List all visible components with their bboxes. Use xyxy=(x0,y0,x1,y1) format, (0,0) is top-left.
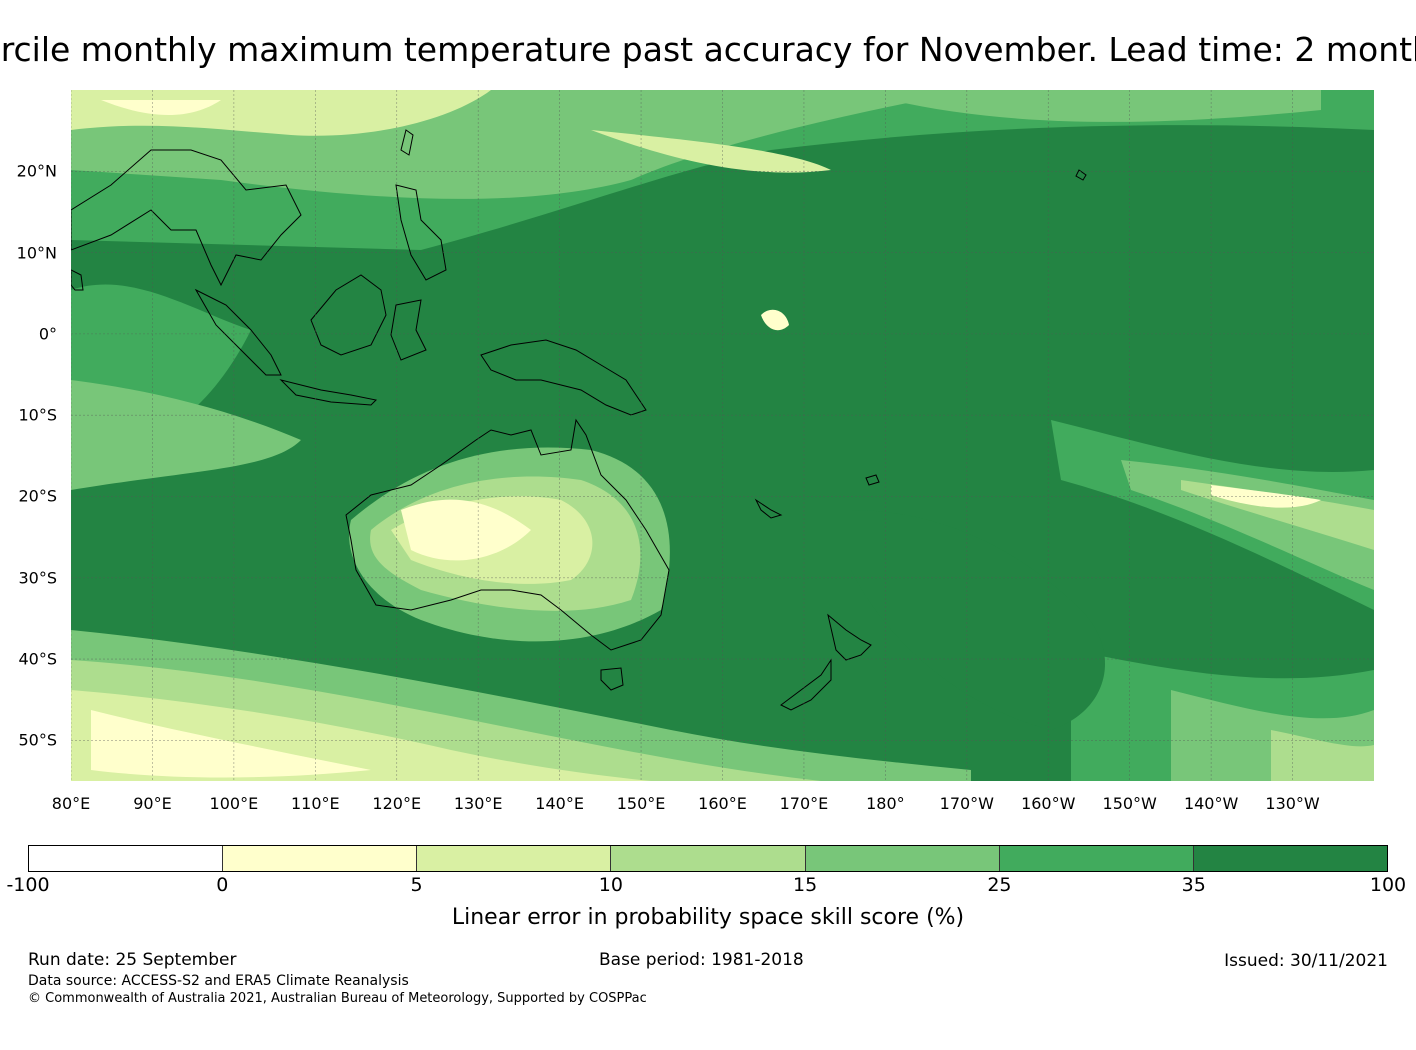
new-guinea-outline xyxy=(480,339,647,416)
colorbar-tick-label: 15 xyxy=(793,874,818,896)
skill-score-field xyxy=(71,90,1374,781)
fiji-outline xyxy=(865,474,880,486)
longitude-label: 160°E xyxy=(698,794,747,813)
coastlines xyxy=(71,129,1087,711)
latitude-label: 50°S xyxy=(18,730,57,750)
colorbar xyxy=(28,845,1388,872)
colorbar-tick-label: 25 xyxy=(987,874,1012,896)
colorbar-segment xyxy=(223,846,418,871)
chart-title: Tercile monthly maximum temperature past… xyxy=(0,30,1416,69)
longitude-label: 150°E xyxy=(616,794,666,813)
taiwan-outline xyxy=(400,129,414,156)
colorbar-tick-label: 5 xyxy=(410,874,423,896)
issued-date: Issued: 30/11/2021 xyxy=(1224,951,1388,971)
java-outline xyxy=(279,379,378,406)
longitude-label: 130°W xyxy=(1265,794,1320,813)
colorbar-segment xyxy=(417,846,612,871)
latitude-label: 30°S xyxy=(18,568,57,588)
colorbar-tick-label: 10 xyxy=(598,874,623,896)
hawaii-outline xyxy=(1075,169,1087,181)
skill-score-map xyxy=(71,90,1374,781)
colorbar-tick-label: 0 xyxy=(216,874,229,896)
new-zealand-south xyxy=(780,658,832,711)
longitude-label: 140°E xyxy=(535,794,584,813)
tasmania-outline xyxy=(600,667,624,691)
longitude-label: 80°E xyxy=(51,794,91,813)
new-zealand-north xyxy=(827,613,872,661)
sulawesi-outline xyxy=(390,299,427,361)
sumatra-outline xyxy=(194,288,282,376)
data-source: Data source: ACCESS-S2 and ERA5 Climate … xyxy=(28,973,409,989)
latitude-label: 20°N xyxy=(16,161,57,181)
colorbar-label: Linear error in probability space skill … xyxy=(451,905,965,930)
philippines-outline xyxy=(395,184,447,281)
colorbar-tick-label: -100 xyxy=(6,874,50,896)
colorbar-segment xyxy=(1193,846,1387,871)
colorbar-tick-label: 35 xyxy=(1181,874,1206,896)
latitude-label: 20°S xyxy=(18,486,57,506)
longitude-label: 180° xyxy=(866,794,905,813)
longitude-label: 150°W xyxy=(1102,794,1157,813)
colorbar-segment xyxy=(999,846,1194,871)
australia-outline xyxy=(345,418,670,651)
colorbar-segment xyxy=(611,846,806,871)
run-date: Run date: 25 September xyxy=(28,950,237,970)
base-period: Base period: 1981-2018 xyxy=(599,950,804,970)
latitude-label: 10°N xyxy=(16,243,57,263)
longitude-label: 170°E xyxy=(779,794,829,813)
latitude-label: 0° xyxy=(38,324,57,344)
colorbar-segment xyxy=(29,846,224,871)
longitude-label: 130°E xyxy=(453,794,503,813)
latitude-label: 10°S xyxy=(18,405,57,425)
indochina-outline xyxy=(71,149,302,287)
borneo-outline xyxy=(310,274,387,356)
graticule xyxy=(71,90,1374,781)
longitude-label: 120°E xyxy=(372,794,422,813)
new-caledonia-outline xyxy=(754,498,783,519)
copyright: © Commonwealth of Australia 2021, Austra… xyxy=(28,991,647,1006)
longitude-label: 160°W xyxy=(1021,794,1076,813)
colorbar-tick-label: 100 xyxy=(1369,874,1407,896)
latitude-label: 40°S xyxy=(18,649,57,669)
colorbar-segment xyxy=(805,846,1000,871)
longitude-label: 170°W xyxy=(939,794,994,813)
longitude-label: 110°E xyxy=(290,794,340,813)
longitude-label: 100°E xyxy=(209,794,259,813)
longitude-label: 90°E xyxy=(133,794,172,813)
sri-lanka-outline xyxy=(71,269,84,291)
longitude-label: 140°W xyxy=(1183,794,1239,813)
